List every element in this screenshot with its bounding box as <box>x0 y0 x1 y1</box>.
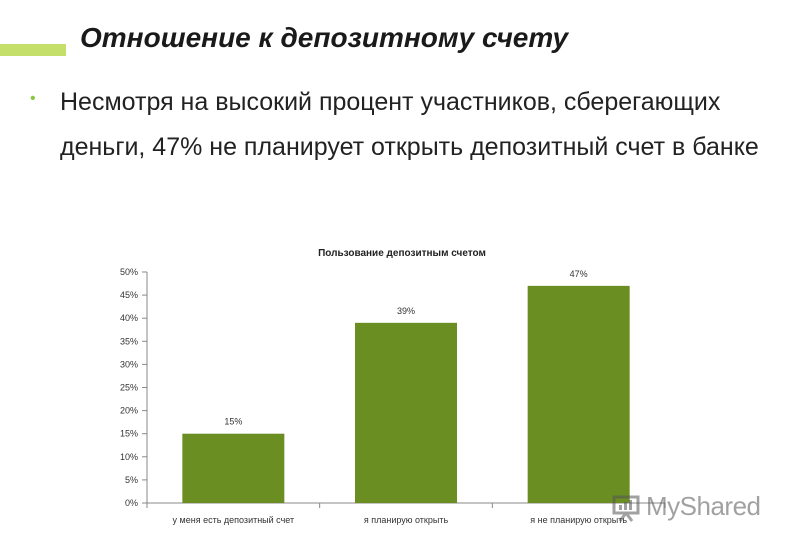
y-tick-label: 0% <box>125 498 138 508</box>
bars: 15% 39% 47% <box>182 269 630 503</box>
bullet-text: Несмотря на высокий процент участников, … <box>60 88 759 161</box>
x-tick-label: я планирую открыть <box>364 515 449 525</box>
chart-title: Пользование депозитным счетом <box>318 248 486 259</box>
y-axis: 0% 5% 10% 15% 20% 25% 30% 35% 40% 45% 50% <box>120 267 148 508</box>
y-tick-label: 40% <box>120 313 138 323</box>
watermark: MyShared <box>612 491 772 525</box>
bar <box>355 322 457 503</box>
y-tick-label: 50% <box>120 267 138 277</box>
data-label: 39% <box>397 306 415 316</box>
x-axis: у меня есть депозитный счет я планирую от… <box>146 502 666 525</box>
bullet-dot-icon: • <box>30 90 36 107</box>
watermark-text: MyShared <box>646 491 761 521</box>
data-label: 15% <box>224 417 242 427</box>
x-tick-label: у меня есть депозитный счет <box>173 515 295 525</box>
bar <box>527 285 630 503</box>
y-tick-label: 10% <box>120 452 138 462</box>
y-tick-label: 30% <box>120 359 138 369</box>
presentation-icon <box>612 495 640 522</box>
y-tick-label: 45% <box>120 290 138 300</box>
bar <box>182 433 285 503</box>
y-tick-label: 35% <box>120 336 138 346</box>
x-tick-label: я не планирую открыть <box>530 515 627 525</box>
y-tick-label: 5% <box>125 475 138 485</box>
data-label: 47% <box>570 269 588 279</box>
slide-title: Отношение к депозитному счету <box>80 22 569 53</box>
y-tick-label: 15% <box>120 429 138 439</box>
y-tick-label: 20% <box>120 406 138 416</box>
title-accent-bar <box>0 44 66 56</box>
y-tick-label: 25% <box>120 383 138 393</box>
